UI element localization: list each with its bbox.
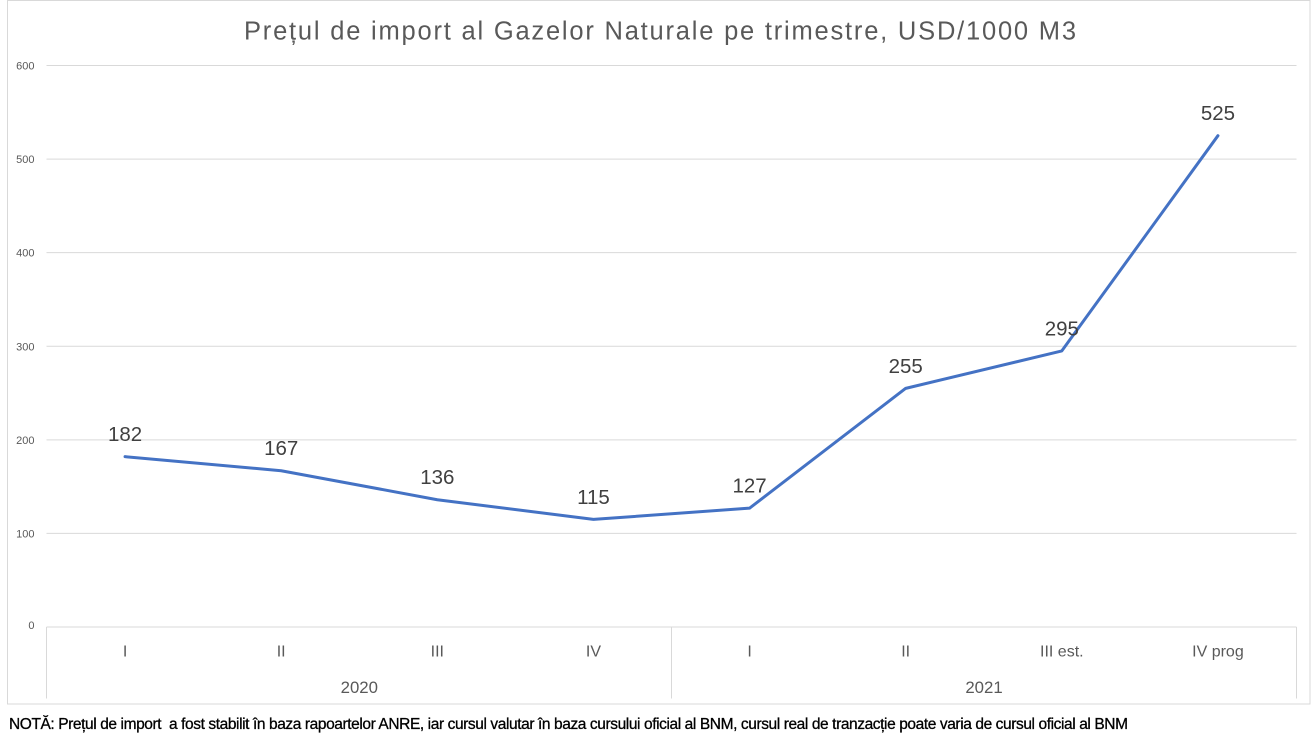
svg-text:100: 100 [16, 528, 34, 540]
svg-text:525: 525 [1201, 102, 1235, 125]
svg-text:136: 136 [420, 466, 454, 489]
svg-text:IV prog: IV prog [1192, 644, 1244, 661]
svg-text:115: 115 [577, 486, 610, 509]
svg-text:II: II [901, 644, 910, 661]
svg-text:Prețul de import al Gazelor Na: Prețul de import al Gazelor Naturale pe … [244, 18, 1076, 46]
svg-text:II: II [277, 644, 286, 661]
svg-text:2021: 2021 [965, 678, 1002, 697]
svg-text:I: I [747, 644, 751, 661]
svg-text:200: 200 [16, 435, 34, 447]
svg-text:NOTĂ: Prețul de import a fost: NOTĂ: Prețul de import a fost stabilit î… [9, 716, 1128, 733]
svg-text:182: 182 [108, 423, 142, 446]
svg-text:167: 167 [264, 437, 298, 460]
svg-text:255: 255 [889, 355, 923, 378]
svg-text:500: 500 [16, 154, 34, 166]
svg-text:I: I [123, 644, 127, 661]
svg-text:2020: 2020 [341, 678, 378, 697]
svg-text:295: 295 [1045, 317, 1079, 340]
svg-text:127: 127 [732, 475, 766, 498]
svg-text:400: 400 [16, 248, 34, 260]
svg-text:600: 600 [16, 61, 34, 73]
svg-text:III est.: III est. [1040, 644, 1084, 661]
svg-text:0: 0 [28, 620, 34, 632]
svg-text:III: III [431, 644, 444, 661]
svg-text:300: 300 [16, 341, 34, 353]
svg-text:IV: IV [586, 644, 601, 661]
